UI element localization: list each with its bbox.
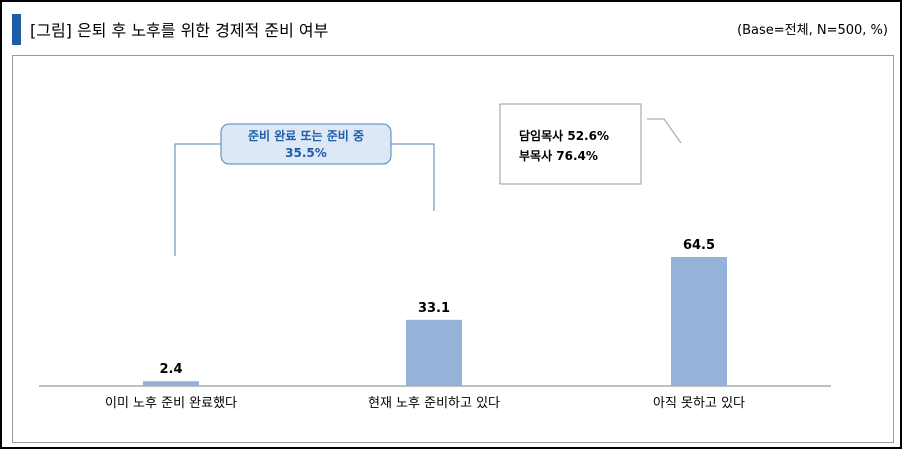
bars-group: 2.4 이미 노후 준비 완료했다 33.1 현재 노후 준비하고 있다 64.5 아직 … [105, 238, 745, 411]
base-note: (Base=전체, N=500, %) [737, 23, 888, 38]
bar-value-label-2: 33.1 [418, 301, 450, 316]
bracket-label-box [220, 123, 392, 165]
category-label-3: 아직 못하고 있다 [653, 396, 745, 411]
bar-1 [143, 381, 199, 386]
bar-2 [406, 319, 462, 386]
category-label-1: 이미 노후 준비 완료했다 [105, 395, 237, 411]
title-bar: [그림] 은퇴 후 노후를 위한 경제적 준비 여부 (Base=전체, N=5… [12, 12, 894, 46]
bar-value-label-1: 2.4 [159, 362, 182, 377]
bracket-left-line [174, 143, 221, 256]
bar-3 [671, 257, 727, 386]
bar-chart: 준비 완료 또는 준비 중 35.5% 담임목사 52.6% 부목사 76.4%… [39, 103, 831, 411]
callout-line1: 담임목사 52.6% [519, 128, 609, 143]
callout-line2: 부목사 76.4% [519, 148, 598, 163]
bracket-right-line [391, 143, 435, 211]
title-accent-marker [12, 14, 21, 45]
chart-panel: 준비 완료 또는 준비 중 35.5% 담임목사 52.6% 부목사 76.4%… [12, 55, 894, 443]
bar-value-label-3: 64.5 [683, 238, 715, 253]
callout-pointer [647, 118, 682, 144]
bracket-label-line2: 35.5% [285, 146, 327, 160]
bracket-label-line1: 준비 완료 또는 준비 중 [248, 128, 364, 143]
category-label-2: 현재 노후 준비하고 있다 [368, 396, 500, 411]
callout-box [499, 103, 642, 185]
chart-title: [그림] 은퇴 후 노후를 위한 경제적 준비 여부 [30, 21, 329, 40]
